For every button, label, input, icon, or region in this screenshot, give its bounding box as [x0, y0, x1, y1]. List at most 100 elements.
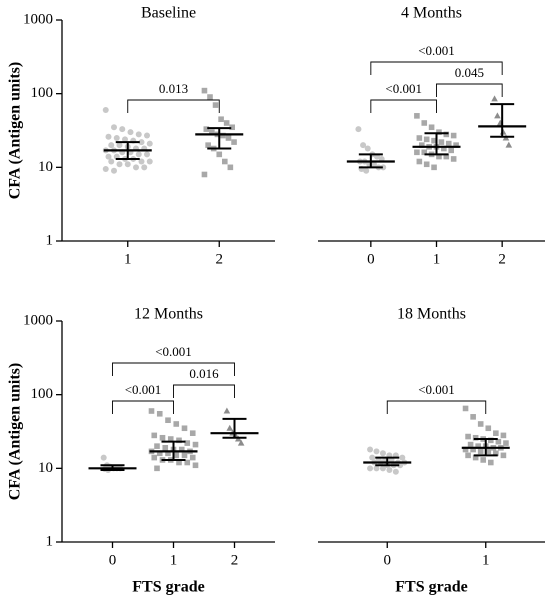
- data-point: [421, 120, 428, 126]
- data-point: [225, 135, 232, 141]
- x-tick-label: 2: [498, 251, 506, 267]
- data-point: [108, 142, 115, 149]
- data-point: [462, 405, 469, 412]
- p-value: <0.001: [385, 81, 422, 96]
- data-point: [423, 161, 430, 168]
- data-point: [421, 149, 428, 156]
- data-point: [119, 126, 126, 133]
- data-point: [500, 452, 507, 459]
- data-point: [220, 132, 226, 139]
- data-point: [380, 164, 387, 171]
- data-point: [363, 167, 370, 174]
- data-point: [386, 466, 393, 473]
- data-point: [419, 142, 425, 148]
- significance-bracket: [127, 99, 220, 113]
- data-point: [227, 164, 234, 171]
- data-point: [154, 465, 160, 472]
- y-axis-label: CFA (Antigen units): [7, 363, 24, 501]
- data-point: [477, 421, 484, 427]
- data-point: [162, 444, 169, 451]
- data-point: [443, 131, 450, 138]
- data-point: [184, 440, 191, 446]
- x-axis-label: FTS grade: [395, 579, 467, 596]
- data-point: [189, 454, 196, 461]
- data-point: [154, 443, 160, 449]
- data-point: [116, 142, 123, 149]
- p-value: 0.045: [455, 65, 484, 80]
- data-point: [192, 462, 199, 469]
- data-point: [500, 432, 507, 439]
- data-point: [173, 452, 180, 459]
- data-point: [201, 171, 208, 178]
- p-value: <0.001: [125, 382, 162, 397]
- data-point: [465, 452, 471, 459]
- data-point: [138, 139, 145, 146]
- data-point: [133, 164, 139, 171]
- data-point: [105, 153, 112, 160]
- data-point: [218, 116, 224, 123]
- data-point: [141, 164, 148, 171]
- data-point: [223, 407, 231, 414]
- data-point: [493, 430, 499, 436]
- x-tick-label: 1: [124, 251, 132, 267]
- x-tick-label: 1: [170, 552, 178, 568]
- data-point: [165, 450, 171, 457]
- data-point: [192, 441, 199, 448]
- data-point: [392, 468, 399, 475]
- data-point: [373, 448, 380, 455]
- data-point: [167, 436, 174, 442]
- data-point: [144, 151, 150, 158]
- data-point: [181, 452, 188, 459]
- data-point: [105, 133, 112, 140]
- data-point: [127, 129, 134, 136]
- data-point: [367, 465, 374, 472]
- data-point: [156, 410, 163, 417]
- data-point: [445, 140, 452, 147]
- data-point: [397, 462, 404, 469]
- data-point: [367, 446, 374, 453]
- data-point: [491, 95, 498, 102]
- y-tick-label: 10: [38, 460, 53, 476]
- panel-title: 12 Months: [134, 306, 203, 323]
- data-point: [436, 153, 442, 160]
- x-tick-label: 0: [109, 552, 117, 568]
- significance-bracket: [386, 400, 487, 414]
- x-tick-label: 2: [216, 251, 224, 267]
- data-point: [370, 161, 377, 168]
- data-point: [178, 446, 185, 453]
- x-tick-label: 1: [482, 552, 490, 568]
- data-point: [100, 454, 107, 461]
- data-point: [414, 149, 420, 156]
- data-point: [231, 139, 237, 145]
- data-point: [108, 158, 115, 165]
- data-point: [453, 142, 459, 148]
- data-point: [184, 459, 191, 466]
- y-tick-label: 10: [38, 159, 53, 175]
- data-point: [205, 142, 211, 148]
- data-point: [485, 448, 492, 455]
- data-point: [441, 145, 447, 152]
- data-point: [237, 439, 245, 446]
- x-tick-label: 0: [384, 552, 392, 568]
- y-tick-label: 1000: [23, 312, 53, 328]
- panel-title: Baseline: [141, 5, 196, 22]
- x-tick-label: 1: [433, 251, 441, 267]
- data-point: [373, 465, 380, 472]
- data-point: [364, 145, 371, 152]
- data-point: [488, 459, 494, 466]
- y-tick-label: 100: [31, 85, 54, 101]
- p-value: 0.016: [189, 366, 219, 381]
- data-point: [176, 459, 182, 466]
- data-point: [111, 124, 117, 131]
- data-point: [505, 141, 513, 148]
- data-point: [423, 136, 430, 143]
- data-point: [470, 414, 476, 420]
- panel-title: 4 Months: [401, 5, 462, 22]
- data-point: [428, 124, 435, 131]
- data-point: [135, 131, 142, 138]
- panel-title: 18 Months: [397, 306, 466, 323]
- data-point: [156, 450, 163, 457]
- data-point: [485, 425, 492, 432]
- data-point: [113, 135, 120, 142]
- data-point: [165, 417, 171, 424]
